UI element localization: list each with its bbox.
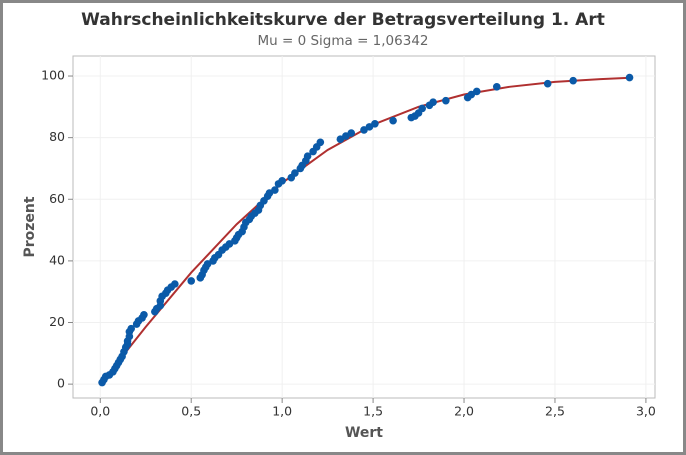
data-point [278,176,286,185]
x-tick-label: 1,5 [363,404,383,419]
chart-subtitle: Mu = 0 Sigma = 1,06342 [257,33,428,49]
chart-title: Wahrscheinlichkeitskurve der Betragsvert… [81,10,605,30]
x-tick-label: 0,5 [181,404,201,419]
data-point [171,280,179,288]
data-point [569,76,577,85]
y-axis-title: Prozent [22,196,38,257]
data-point [303,152,312,160]
y-tick-label: 60 [49,191,65,206]
data-point [492,83,501,91]
data-point [442,96,450,105]
y-tick-label: 40 [49,252,65,267]
x-tick-label: 2,5 [545,404,565,419]
data-point [140,311,148,319]
y-tick-label: 100 [41,68,65,83]
data-point [187,277,196,285]
data-point [347,129,356,137]
data-point [271,186,279,194]
x-tick-label: 2,0 [454,404,474,419]
data-point [543,79,552,88]
data-point [418,104,427,113]
data-point [371,119,379,128]
x-tick-label: 3,0 [636,404,656,419]
y-tick-label: 0 [57,376,65,391]
data-point [625,73,634,82]
data-point [472,87,481,96]
data-point [291,169,299,177]
y-tick-label: 20 [49,314,65,329]
data-point [429,98,437,107]
x-tick-label: 0,0 [90,404,110,419]
x-axis-title: Wert [345,425,383,441]
x-tick-label: 1,0 [272,404,292,419]
plot-area [72,55,656,399]
data-point [389,116,397,125]
data-point [316,138,325,147]
data-point [127,324,135,333]
y-tick-label: 80 [49,129,65,144]
